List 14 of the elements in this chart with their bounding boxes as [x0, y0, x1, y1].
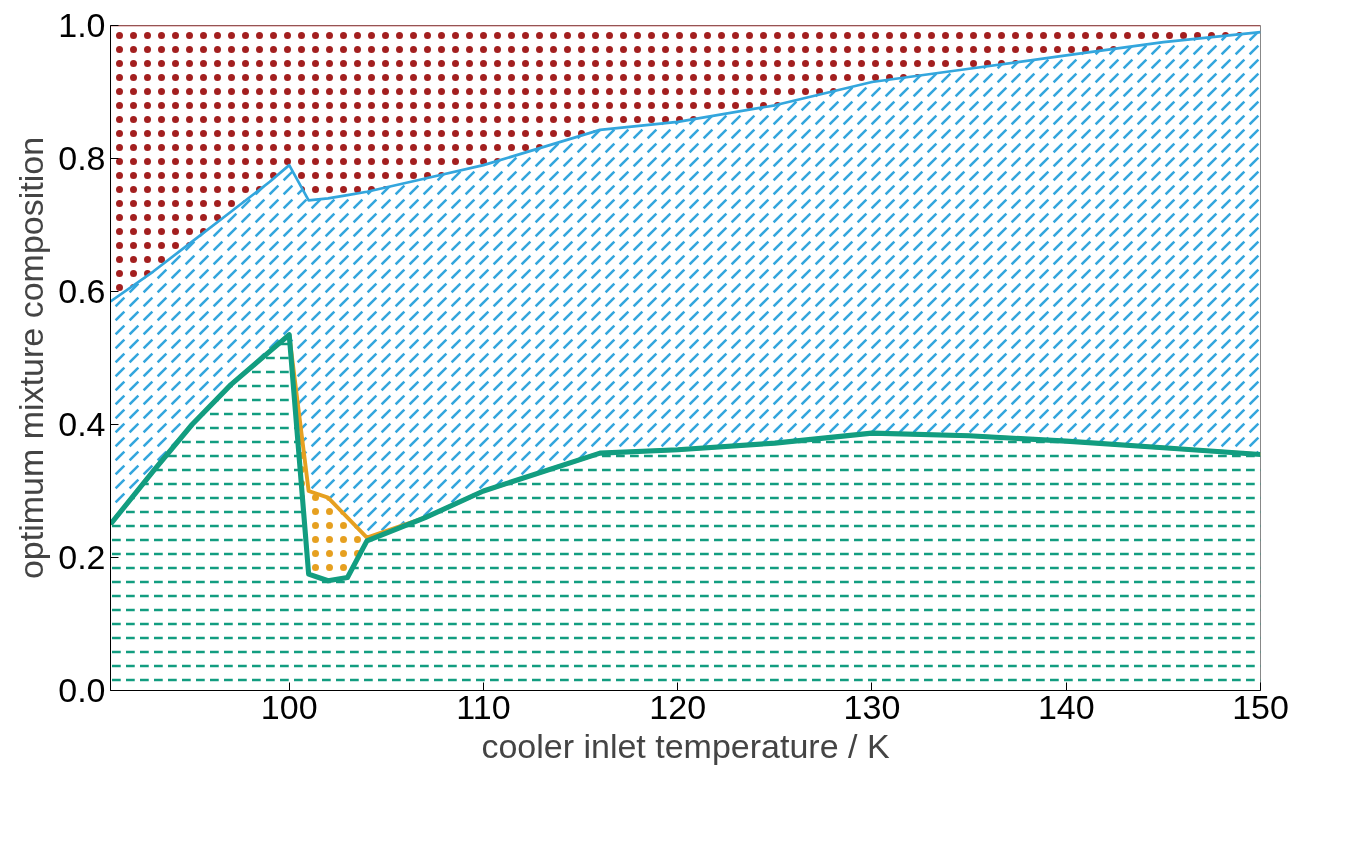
x-tick-label: 140: [1037, 687, 1095, 726]
y-tick-label: 0.6: [58, 272, 106, 310]
x-tick-label: 150: [1232, 687, 1289, 726]
y-tick-label: 0.8: [58, 139, 106, 177]
x-axis-title: cooler inlet temperature / K: [481, 726, 890, 765]
y-tick-label: 0.2: [58, 538, 106, 576]
y-tick-label: 1.0: [58, 6, 106, 44]
x-tick-label: 130: [843, 687, 901, 726]
x-tick-label: 120: [649, 687, 707, 726]
x-tick-label: 100: [260, 687, 318, 726]
x-tick-label: 110: [456, 687, 511, 726]
y-axis-title: optimum mixture composition: [12, 136, 51, 580]
y-tick-label: 0.4: [58, 405, 106, 443]
y-tick-label: 0.0: [58, 671, 106, 709]
